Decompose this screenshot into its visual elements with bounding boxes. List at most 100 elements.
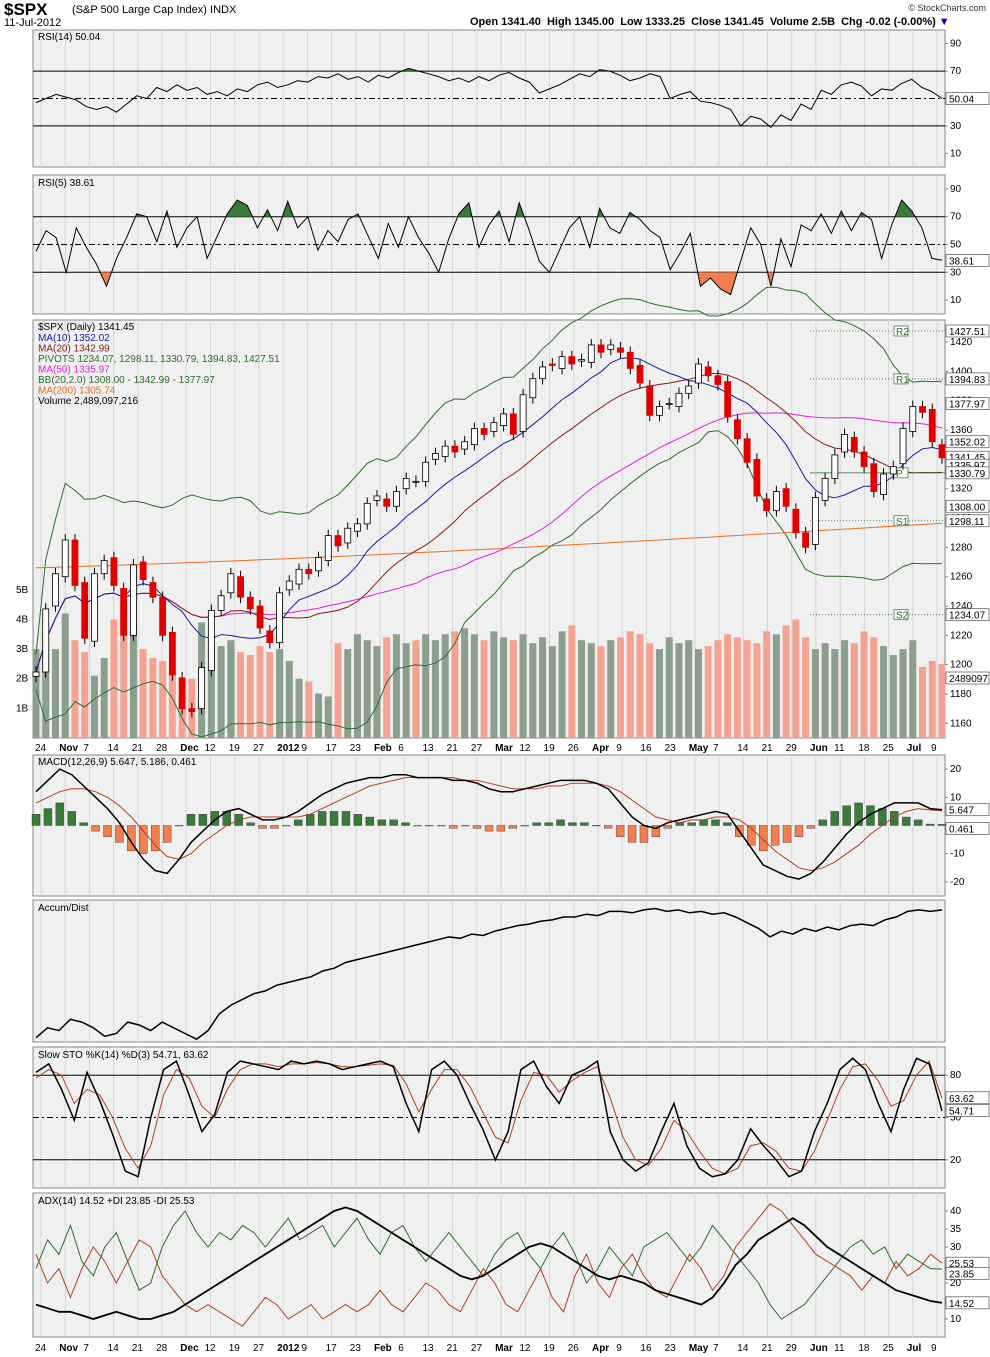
- security-name: (S&P 500 Large Cap Index): [72, 4, 207, 16]
- rsi5-axis-label: 90: [950, 184, 962, 195]
- candle-body: [363, 502, 371, 525]
- macd-histogram-bar: [639, 825, 649, 843]
- x-axis-label: Mar: [495, 743, 513, 754]
- sto-title: Slow STO %K(14) %D(3) 54.71, 63.62: [38, 1050, 209, 1061]
- price-legend-item: PIVOTS 1234.07, 1298.11, 1330.79, 1394.8…: [38, 354, 280, 365]
- rsi14-axis-label: 10: [950, 148, 962, 159]
- volume-bar: [880, 646, 888, 738]
- candle-body: [724, 381, 732, 418]
- x-axis-label: Feb: [374, 743, 392, 754]
- volume-bar: [899, 649, 907, 738]
- volume-bar: [32, 649, 40, 738]
- rsi14-last-value: 50.04: [949, 95, 974, 106]
- copyright: © StockCharts.com: [908, 3, 986, 13]
- volume-bar: [665, 637, 673, 738]
- candle-body: [373, 495, 381, 501]
- macd-signal-line: [35, 777, 943, 872]
- candle-body: [714, 375, 722, 385]
- macd-histogram-bar: [341, 811, 351, 826]
- candle-body: [636, 365, 644, 384]
- macd-histogram-bar: [902, 816, 911, 826]
- price-legend-item: BB(20,2.0) 1308.00 - 1342.99 - 1377.97: [38, 375, 215, 386]
- volume-bar: [782, 625, 790, 738]
- rsi5-oversold-fill: [100, 272, 774, 295]
- rsi5-line: [35, 199, 943, 296]
- candle-body: [519, 394, 527, 432]
- macd-histogram-bar: [699, 819, 708, 826]
- volume-bar: [373, 646, 381, 738]
- candle-body: [587, 344, 595, 363]
- price-axis-label: 1280: [950, 542, 973, 553]
- rsi5-axis-label: 70: [950, 212, 962, 223]
- candle-body: [675, 392, 683, 407]
- x-axis-label: 21: [132, 743, 144, 754]
- down-arrow-icon: ▼: [938, 16, 950, 28]
- price-right-label-box: [945, 435, 990, 449]
- candle-body: [61, 539, 69, 578]
- adx-title: ADX(14) 14.52 +DI 23.85 -DI 25.53: [38, 1196, 195, 1207]
- volume-bar: [548, 646, 556, 738]
- sto-k-line: [35, 1057, 943, 1178]
- volume-bar: [412, 640, 420, 738]
- volume-bar: [168, 669, 176, 738]
- candle-body: [646, 385, 654, 416]
- adx-last-value-box: [945, 1296, 990, 1310]
- volume-bar: [568, 625, 576, 738]
- ma20-line: [35, 372, 943, 673]
- macd-histogram-bar: [317, 811, 327, 826]
- volume-bar: [519, 634, 527, 738]
- chart-date: 11-Jul-2012: [4, 17, 62, 29]
- macd-histogram-bar: [472, 825, 482, 829]
- price-axis-label: 1200: [950, 660, 973, 671]
- macd-axis-label: -10: [950, 849, 965, 860]
- candle-body: [578, 359, 585, 362]
- x-axis-label-bottom: Jul: [907, 1343, 922, 1354]
- high-label: High: [546, 16, 572, 28]
- candle-body: [500, 413, 508, 427]
- volume-bar: [743, 640, 751, 738]
- volume-bar: [461, 628, 469, 738]
- macd-histogram-bar: [174, 825, 184, 827]
- x-axis-label-bottom: Mar: [495, 1343, 513, 1354]
- volume-bar: [383, 637, 391, 738]
- price-axis-label: 1320: [950, 484, 973, 495]
- candle-body: [110, 557, 118, 586]
- macd-histogram-bar: [294, 819, 303, 826]
- volume-axis-label: 4B: [16, 614, 29, 625]
- macd-histogram-bar: [925, 823, 935, 826]
- candle-body: [860, 451, 868, 468]
- volume-bar: [129, 625, 137, 738]
- sto-d-last-value-box: [945, 1091, 990, 1105]
- volume-bar: [841, 640, 849, 738]
- x-axis-label-bottom: 14: [108, 1343, 120, 1354]
- candle-body: [811, 497, 819, 545]
- volume-bar: [266, 652, 274, 738]
- adx-last-value: 14.52: [949, 1299, 974, 1310]
- candle-body: [928, 409, 936, 443]
- candle-body: [568, 356, 576, 365]
- x-axis-label: 19: [229, 743, 241, 754]
- x-axis-label: 19: [544, 743, 556, 754]
- volume-bar: [802, 637, 810, 738]
- volume-bar: [909, 640, 917, 738]
- macd-histogram-bar: [651, 825, 661, 837]
- volume-bar: [237, 652, 245, 738]
- candle-body: [188, 708, 196, 713]
- x-axis-label: 21: [761, 743, 773, 754]
- volume-bar: [733, 637, 741, 738]
- x-axis-label-bottom: Nov: [59, 1343, 78, 1354]
- volume-bar: [753, 643, 761, 738]
- bollinger-upper-line: [35, 286, 943, 655]
- candle-body: [909, 406, 917, 432]
- macd-histogram-bar: [627, 825, 637, 843]
- volume-bar: [159, 660, 167, 738]
- x-axis-label-bottom: 9: [931, 1343, 937, 1354]
- candle-body: [52, 573, 59, 607]
- rsi5-axis-label: 30: [950, 267, 962, 278]
- pivot-label: R2: [896, 327, 909, 338]
- volume-bar: [51, 649, 59, 738]
- volume-bar: [928, 660, 936, 738]
- candle-body: [490, 422, 498, 432]
- volume-bar: [61, 613, 69, 738]
- x-axis-label-bottom: 24: [35, 1343, 47, 1354]
